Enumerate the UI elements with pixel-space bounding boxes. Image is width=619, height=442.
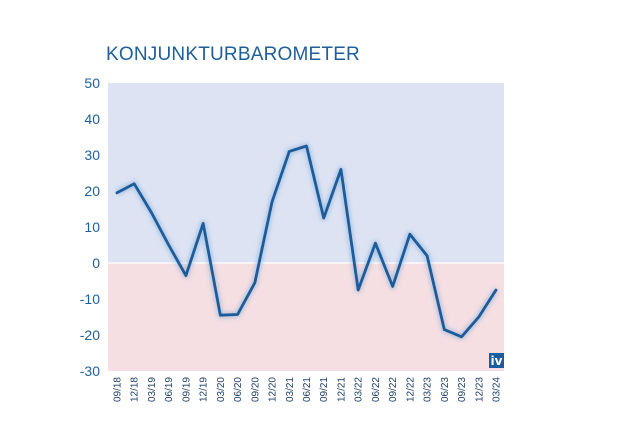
x-tick-label: 12/18 — [130, 377, 141, 402]
y-tick-label: 30 — [84, 147, 100, 163]
x-tick-label: 12/23 — [474, 377, 485, 402]
x-tick-label: 03/20 — [216, 377, 227, 402]
iv-logo: iv — [489, 353, 504, 368]
y-tick-label: 0 — [92, 255, 100, 271]
x-tick-label: 09/21 — [319, 377, 330, 402]
negative-region-background — [108, 263, 504, 371]
x-tick-label: 12/21 — [336, 377, 347, 402]
y-tick-label: 20 — [84, 183, 100, 199]
x-tick-label: 03/24 — [492, 377, 503, 402]
x-tick-label: 06/20 — [233, 377, 244, 402]
positive-region-background — [108, 83, 504, 263]
y-tick-label: 40 — [84, 111, 100, 127]
x-tick-label: 06/23 — [440, 377, 451, 402]
y-tick-label: 50 — [84, 75, 100, 91]
x-tick-label: 12/19 — [199, 377, 210, 402]
logo-text: iv — [491, 354, 503, 368]
x-axis-ticks: 09/18 12/18 03/19 06/19 09/19 12/19 03/20 06/20… — [113, 377, 503, 402]
x-tick-label: 12/20 — [268, 377, 279, 402]
y-tick-label: -10 — [80, 291, 100, 307]
x-tick-label: 03/19 — [147, 377, 158, 402]
logo-badge — [489, 353, 504, 368]
series-line — [115, 144, 498, 339]
y-tick-label: 10 — [84, 219, 100, 235]
x-tick-label: 06/22 — [371, 377, 382, 402]
x-tick-label: 12/22 — [405, 377, 416, 402]
chart-title: KONJUNKTURBAROMETER — [106, 44, 360, 65]
y-tick-label: -20 — [80, 327, 100, 343]
y-tick-label: -30 — [80, 363, 100, 379]
x-tick-label: 09/23 — [457, 377, 468, 402]
x-tick-label: 09/22 — [388, 377, 399, 402]
x-tick-label: 06/19 — [164, 377, 175, 402]
x-tick-label: 06/21 — [302, 377, 313, 402]
x-tick-label: 09/19 — [181, 377, 192, 402]
y-axis-ticks: 50 40 30 20 10 0 -10 -20 -30 — [80, 75, 100, 379]
x-tick-label: 03/22 — [354, 377, 365, 402]
x-tick-label: 09/18 — [113, 377, 124, 402]
x-tick-label: 09/20 — [250, 377, 261, 402]
x-tick-label: 03/21 — [285, 377, 296, 402]
x-tick-label: 03/23 — [423, 377, 434, 402]
